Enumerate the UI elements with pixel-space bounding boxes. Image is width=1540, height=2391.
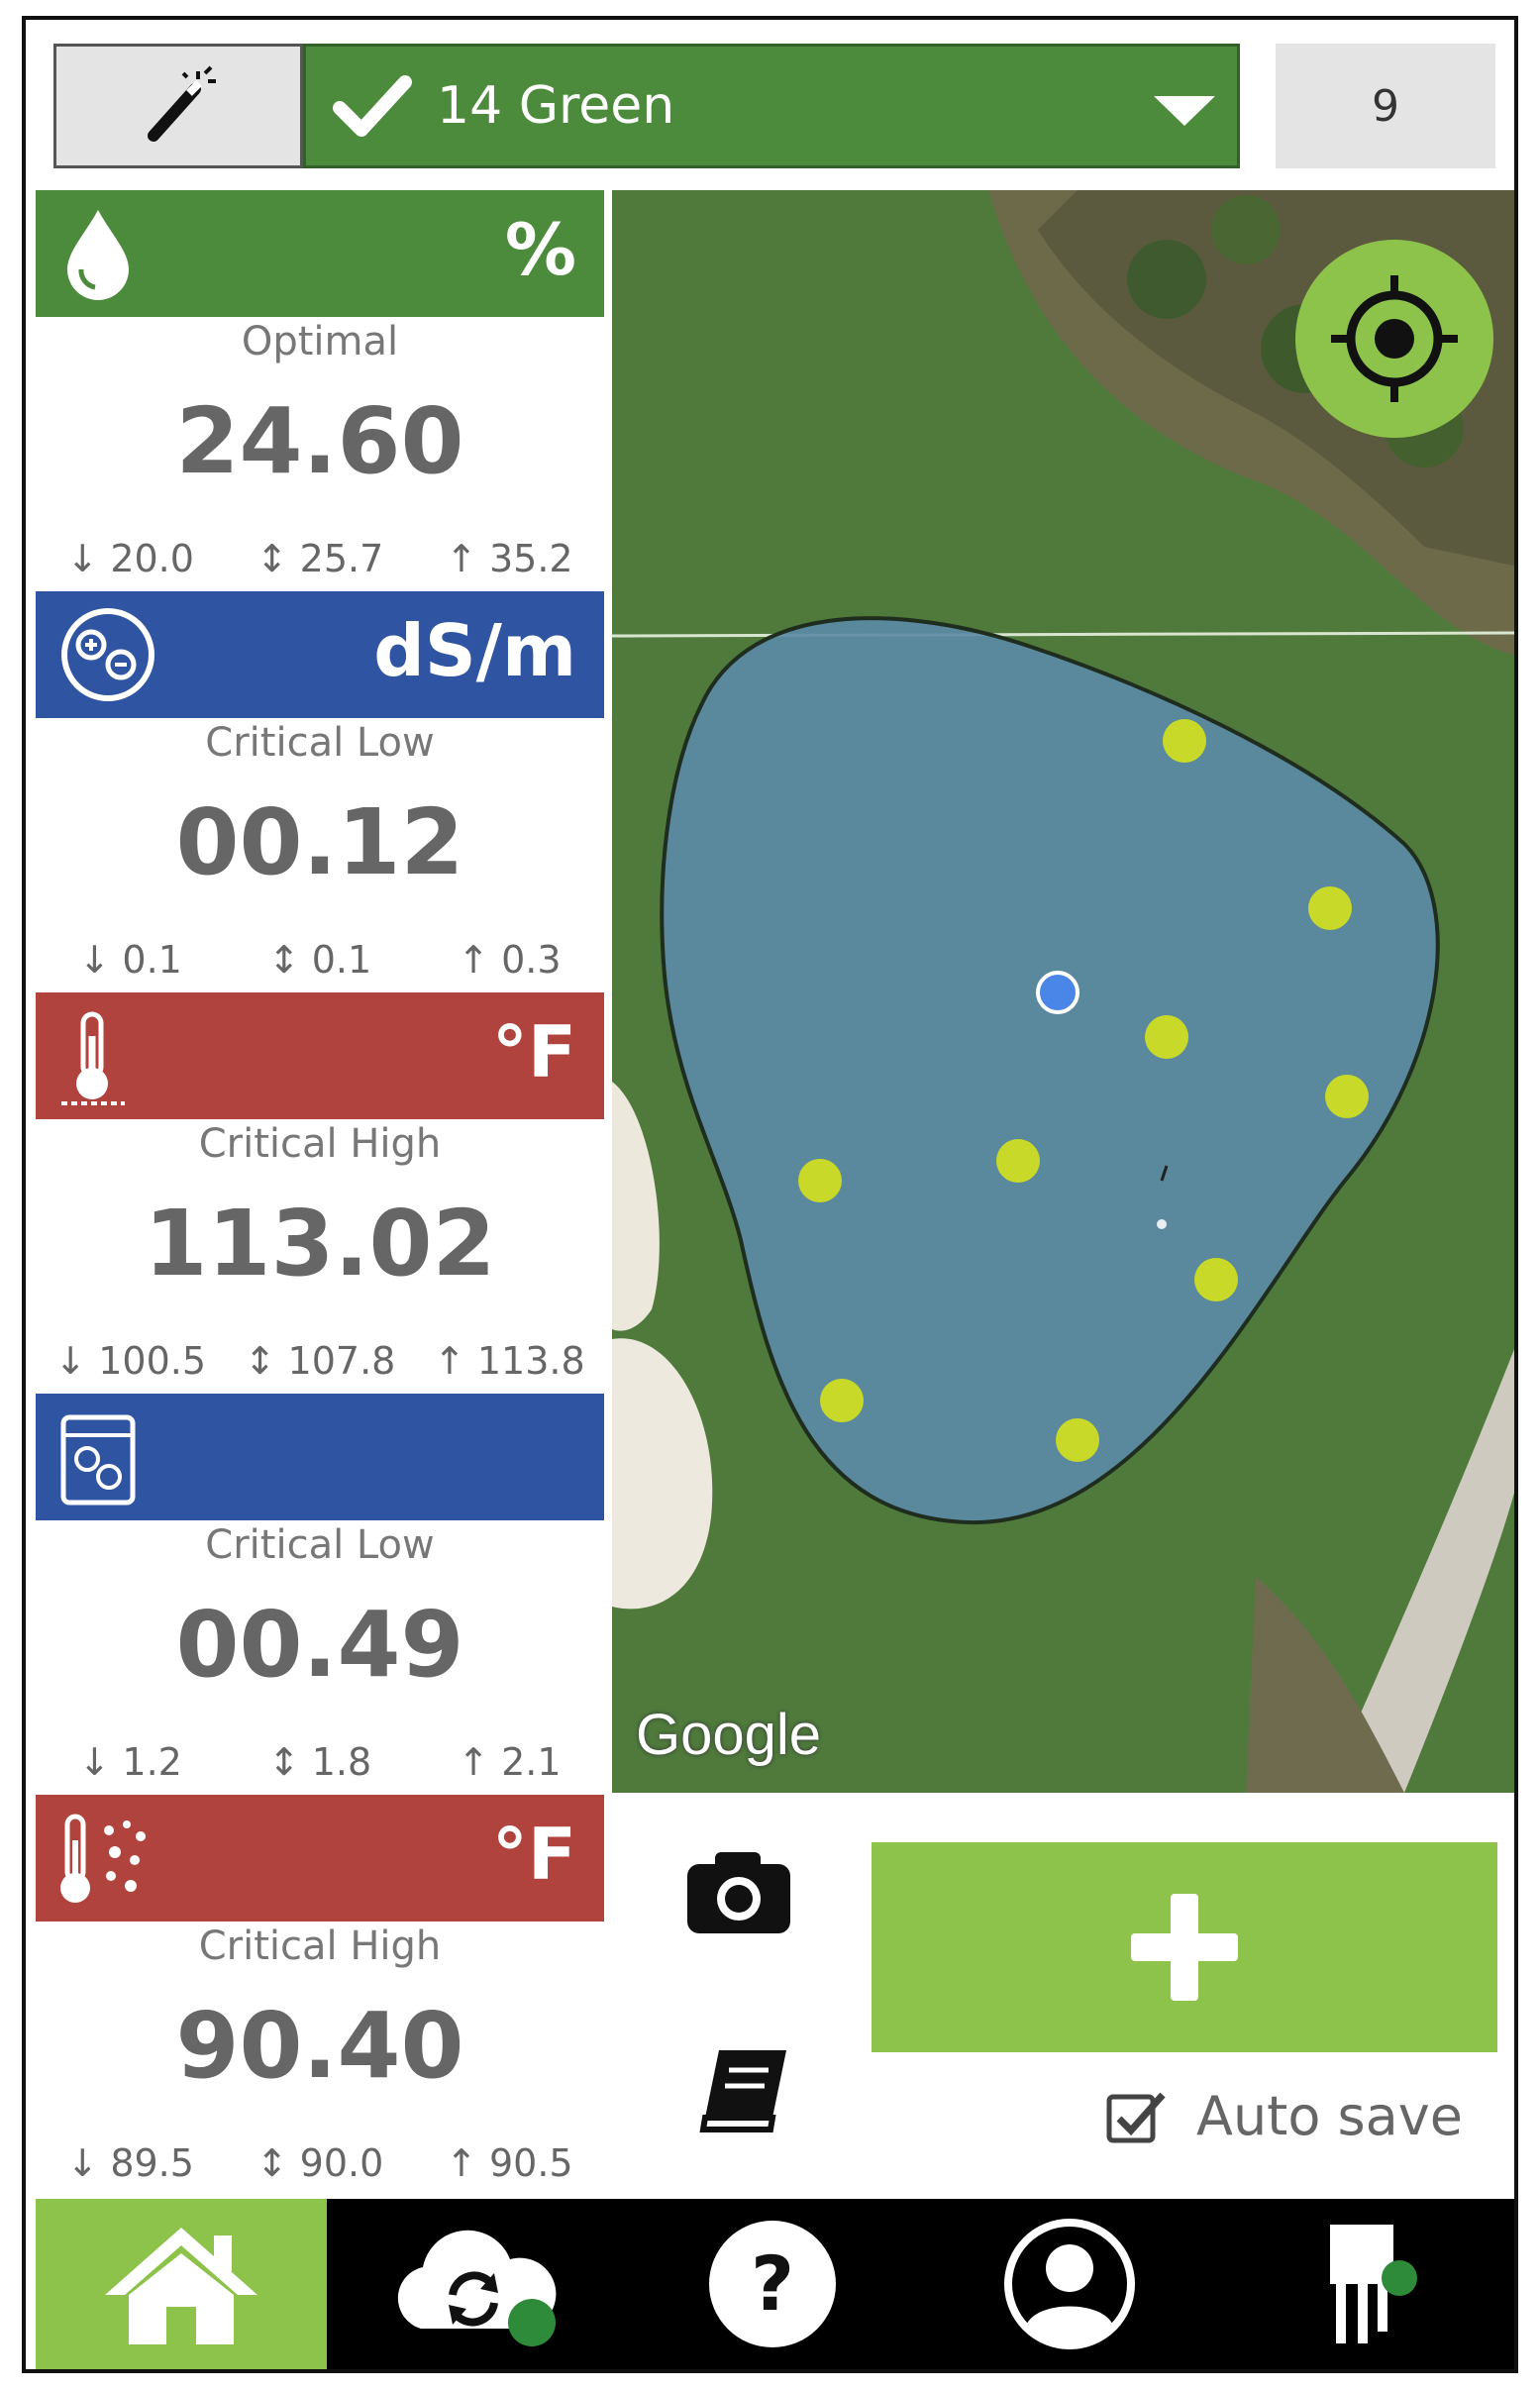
help-icon: ? [709,2221,836,2347]
sample-points [798,719,1369,1462]
sample-point [1308,886,1352,930]
sample-point [1145,1015,1188,1059]
range-low: ↓ 20.0 [66,537,194,580]
range-high: ↑ 0.3 [458,938,562,982]
sensor-soil-temperature[interactable]: °F Critical High 113.02 ↓ 100.5 ↕ 107.8 … [36,992,604,1394]
range-high: ↑ 113.8 [433,1339,585,1383]
range-mid: ↕ 90.0 [256,2141,384,2185]
sensor-header: °F [36,1795,604,1922]
range-high: ↑ 2.1 [458,1740,562,1784]
sensor-unit: °F [491,1010,576,1093]
sensor-status: Optimal [241,319,399,364]
sensor-probe-icon [1329,2225,1417,2343]
sample-point [798,1159,842,1202]
soil-thermometer-icon [61,1011,125,1105]
nav-sensor[interactable] [1218,2199,1514,2369]
satellite-map[interactable]: Google [612,190,1514,1793]
profile-icon [1004,2219,1135,2349]
sensor-moisture[interactable]: % Optimal 24.60 ↓ 20.0 ↕ 25.7 ↑ 35.2 [36,190,604,591]
sensor-value: 113.02 [144,1191,496,1297]
hole-label: 14 Green [437,76,675,136]
sensor-header: °F [36,992,604,1119]
camera-button[interactable] [679,1842,808,1951]
autosave-label: Auto save [1196,2085,1463,2147]
sample-point [1056,1418,1099,1462]
add-sample-button[interactable] [872,1842,1497,2052]
nav-home[interactable] [36,2199,327,2369]
sensor-status: Critical High [198,1923,442,1969]
nav-sync[interactable] [327,2199,624,2369]
camera-icon [687,1852,790,1933]
sensor-value: 24.60 [175,388,464,494]
sensor-value: 90.40 [175,1993,464,2099]
sensor-unit: °F [491,1813,576,1896]
range-low: ↓ 100.5 [54,1339,207,1383]
water-salinity-icon [60,1414,136,1506]
sensor-range: ↓ 1.2 ↕ 1.8 ↑ 2.1 [36,1740,604,1784]
app-frame: 14 Green 9 % Optimal 24.60 ↓ 20.0 ↕ 25.7… [22,16,1518,2373]
sensor-unit: % [504,208,576,291]
locate-button[interactable] [1295,240,1493,438]
chevron-down-icon [1154,96,1215,126]
sample-point [1325,1075,1369,1118]
sensor-header: dS/m [36,591,604,718]
air-thermometer-icon [60,1814,146,1903]
range-mid: ↕ 107.8 [244,1339,396,1383]
map-attribution: Google [636,1703,822,1767]
hole-select[interactable]: 14 Green [303,44,1240,168]
notebook-icon [699,2050,786,2132]
sensor-status: Critical Low [205,1522,435,1568]
bottom-nav: ? [36,2199,1514,2369]
range-mid: ↕ 1.8 [267,1740,372,1784]
nav-profile[interactable] [921,2199,1218,2369]
sensor-water-salinity[interactable]: Critical Low 00.49 ↓ 1.2 ↕ 1.8 ↑ 2.1 [36,1394,604,1795]
sensor-status: Critical Low [205,720,435,766]
sample-point [996,1139,1040,1183]
salinity-icon [61,608,154,701]
sensor-range: ↓ 20.0 ↕ 25.7 ↑ 35.2 [36,537,604,580]
home-icon [105,2228,257,2344]
range-high: ↑ 90.5 [446,2141,573,2185]
range-low: ↓ 1.2 [78,1740,182,1784]
sensor-header [36,1394,604,1520]
range-low: ↓ 89.5 [66,2141,194,2185]
sample-point [1163,719,1206,763]
sensor-status: Critical High [198,1121,442,1167]
sensor-value: 00.12 [175,789,464,895]
sensor-air-temperature[interactable]: °F Critical High 90.40 ↓ 89.5 ↕ 90.0 ↑ 9… [36,1795,604,2196]
sensor-unit: dS/m [373,609,576,692]
sensor-value: 00.49 [175,1592,464,1698]
notes-button[interactable] [689,2040,798,2149]
magic-wand-icon [148,65,216,142]
wand-button[interactable] [53,44,303,168]
sensor-panel: % Optimal 24.60 ↓ 20.0 ↕ 25.7 ↑ 35.2 [36,190,604,2196]
water-drop-icon [67,210,129,300]
plus-icon [1131,1894,1238,2001]
checkbox-checked-icon [1106,2092,1166,2142]
sample-point [820,1379,864,1422]
sensor-salinity[interactable]: dS/m Critical Low 00.12 ↓ 0.1 ↕ 0.1 ↑ 0.… [36,591,604,992]
nav-help[interactable]: ? [624,2199,921,2369]
cloud-sync-icon [397,2230,557,2346]
sample-point [1194,1258,1238,1301]
range-low: ↓ 0.1 [78,938,182,982]
sensor-range: ↓ 100.5 ↕ 107.8 ↑ 113.8 [36,1339,604,1383]
check-icon [333,75,412,137]
sensor-header: % [36,190,604,317]
range-mid: ↕ 25.7 [256,537,384,580]
range-high: ↑ 35.2 [446,537,573,580]
map-canvas [612,190,1514,1793]
autosave-toggle[interactable]: Auto save [1105,2085,1463,2147]
sensor-range: ↓ 0.1 ↕ 0.1 ↑ 0.3 [36,938,604,982]
svg-text:?: ? [751,2239,794,2328]
point-count[interactable]: 9 [1276,44,1495,168]
current-location-dot [1036,971,1079,1014]
sensor-range: ↓ 89.5 ↕ 90.0 ↑ 90.5 [36,2141,604,2185]
range-mid: ↕ 0.1 [267,938,372,982]
